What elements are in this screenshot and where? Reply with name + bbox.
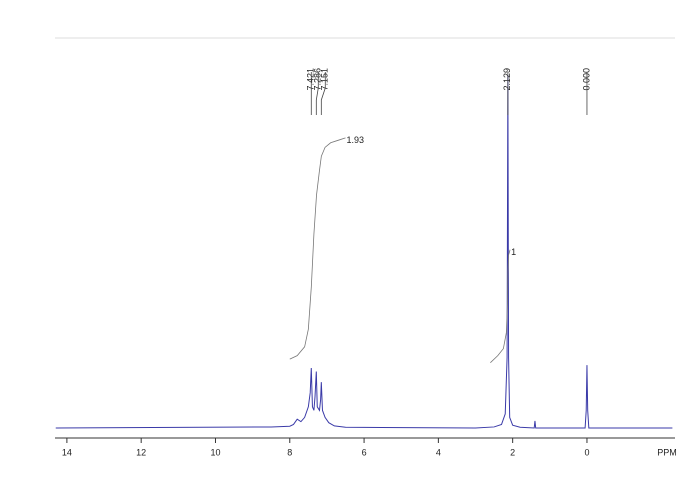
peak-label: 7.286: [313, 68, 323, 91]
spectrum-line: [55, 74, 673, 429]
integral-label: 1.93: [346, 135, 364, 145]
x-tick-label: 14: [62, 447, 72, 457]
x-axis-label: PPM: [657, 447, 677, 457]
x-tick-label: 4: [436, 447, 441, 457]
integral-label: 1: [511, 247, 516, 257]
peak-label: 2.129: [502, 68, 512, 91]
x-tick-label: 12: [136, 447, 146, 457]
integral-curve: [289, 137, 346, 360]
x-tick-label: 8: [287, 447, 292, 457]
integral-curve: [490, 249, 511, 363]
x-tick-label: 10: [210, 447, 220, 457]
x-tick-label: 2: [510, 447, 515, 457]
peak-marker: [320, 72, 326, 115]
peak-label: 0.000: [581, 68, 591, 91]
peak-marker: [315, 72, 319, 115]
x-tick-label: 0: [584, 447, 589, 457]
peak-label: 7.151: [320, 68, 330, 91]
peak-label: 7.421: [306, 68, 316, 91]
x-tick-label: 6: [362, 447, 367, 457]
